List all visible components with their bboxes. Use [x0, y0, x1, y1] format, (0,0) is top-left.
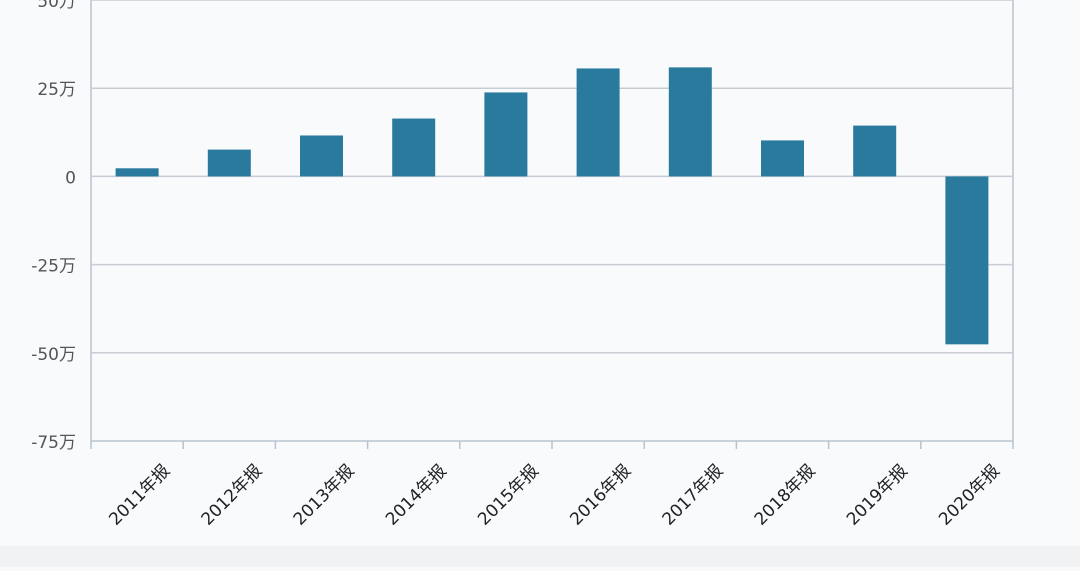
bar [207, 149, 251, 177]
y-tick-label: 50万 [37, 0, 76, 12]
bar [484, 92, 528, 177]
x-tick-label: 2014年报 [382, 461, 451, 530]
x-tick-label: 2018年报 [751, 461, 820, 530]
y-tick-label: 25万 [37, 80, 76, 100]
bar [945, 176, 989, 345]
bar [853, 125, 897, 177]
y-tick-label: -50万 [31, 345, 76, 365]
bar [761, 140, 804, 177]
x-tick-label: 2012年报 [198, 461, 267, 530]
bar [300, 135, 343, 177]
bar [115, 168, 159, 177]
x-tick-label: 2011年报 [105, 461, 174, 530]
bar [576, 68, 620, 177]
y-tick-label: -25万 [31, 257, 76, 277]
x-tick-label: 2020年报 [935, 461, 1004, 530]
bar [392, 118, 436, 177]
x-tick-label: 2017年报 [659, 461, 728, 530]
x-tick-label: 2019年报 [843, 461, 912, 530]
y-tick-label: -75万 [31, 433, 76, 453]
x-tick-label: 2015年报 [474, 461, 543, 530]
x-tick-label: 2016年报 [566, 461, 635, 530]
bottom-strip [0, 546, 1080, 567]
y-tick-label: 0 [65, 168, 76, 188]
bar [668, 67, 712, 177]
x-tick-label: 2013年报 [290, 461, 359, 530]
